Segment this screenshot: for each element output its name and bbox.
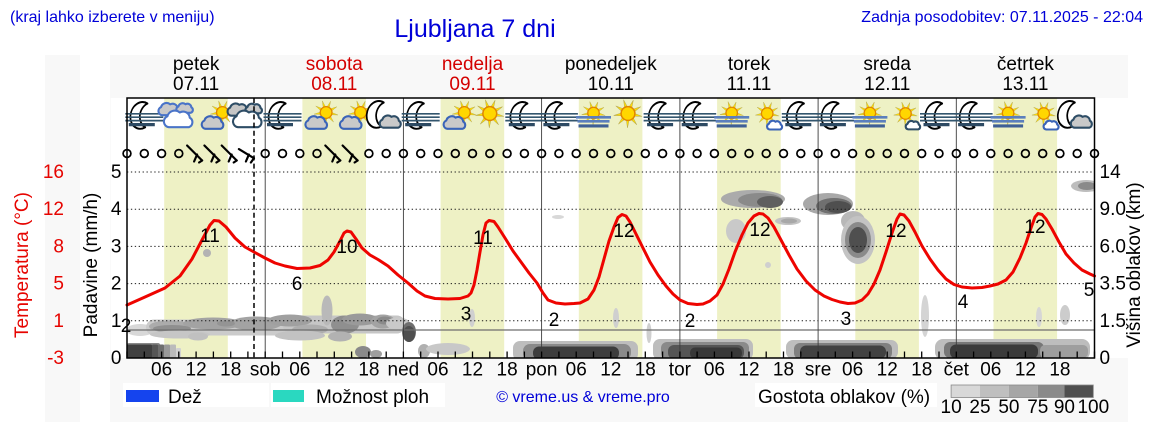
- svg-text:petek: petek: [173, 54, 220, 75]
- svg-text:18: 18: [1049, 360, 1070, 381]
- svg-text:tor: tor: [669, 360, 692, 381]
- svg-text:6: 6: [292, 274, 303, 295]
- svg-text:12: 12: [462, 360, 483, 381]
- svg-text:torek: torek: [728, 54, 771, 75]
- svg-text:12: 12: [324, 360, 345, 381]
- svg-text:1: 1: [111, 311, 122, 332]
- svg-text:25: 25: [969, 397, 990, 418]
- svg-text:12: 12: [885, 221, 906, 242]
- svg-text:6.0: 6.0: [1100, 236, 1126, 257]
- svg-text:5: 5: [53, 274, 64, 295]
- svg-text:11: 11: [473, 228, 493, 249]
- svg-text:sob: sob: [250, 360, 281, 381]
- svg-text:12: 12: [877, 360, 898, 381]
- svg-text:12: 12: [600, 360, 621, 381]
- svg-text:Padavine (mm/h): Padavine (mm/h): [81, 193, 102, 338]
- svg-text:90: 90: [1054, 397, 1075, 418]
- svg-text:11.11: 11.11: [727, 74, 772, 95]
- svg-text:11: 11: [200, 226, 220, 247]
- svg-text:4: 4: [111, 199, 122, 220]
- svg-text:14: 14: [1100, 162, 1122, 183]
- svg-text:100: 100: [1077, 397, 1109, 418]
- svg-text:nedelja: nedelja: [442, 54, 504, 75]
- svg-text:8: 8: [53, 236, 64, 257]
- svg-text:12: 12: [186, 360, 207, 381]
- svg-text:Gostota oblakov (%): Gostota oblakov (%): [758, 387, 930, 408]
- svg-text:1.5: 1.5: [1100, 311, 1126, 332]
- svg-text:sre: sre: [805, 360, 831, 381]
- svg-text:3: 3: [841, 309, 852, 330]
- svg-text:18: 18: [497, 360, 518, 381]
- svg-text:čet: čet: [944, 360, 970, 381]
- svg-text:10: 10: [336, 237, 357, 258]
- svg-text:Višina oblakov (km): Višina oblakov (km): [1124, 182, 1145, 347]
- svg-text:2: 2: [111, 274, 122, 295]
- svg-text:0: 0: [1100, 348, 1111, 369]
- svg-text:12: 12: [738, 360, 759, 381]
- svg-text:2: 2: [121, 316, 132, 337]
- svg-text:1: 1: [53, 311, 64, 332]
- svg-text:06: 06: [980, 360, 1001, 381]
- svg-text:2: 2: [685, 311, 696, 332]
- svg-text:5: 5: [111, 162, 122, 183]
- svg-text:ponedeljek: ponedeljek: [565, 54, 657, 75]
- svg-text:12: 12: [613, 221, 634, 242]
- svg-text:pon: pon: [526, 360, 558, 381]
- svg-text:3.5: 3.5: [1100, 274, 1126, 295]
- svg-text:06: 06: [842, 360, 863, 381]
- svg-text:0: 0: [111, 348, 122, 369]
- svg-text:06: 06: [151, 360, 172, 381]
- svg-text:18: 18: [220, 360, 241, 381]
- svg-text:(kraj lahko izberete v meniju): (kraj lahko izberete v meniju): [10, 9, 215, 26]
- svg-text:12: 12: [1015, 360, 1036, 381]
- svg-text:Dež: Dež: [168, 387, 202, 408]
- svg-text:06: 06: [566, 360, 587, 381]
- svg-text:© vreme.us & vreme.pro: © vreme.us & vreme.pro: [496, 389, 670, 406]
- svg-text:5: 5: [1084, 280, 1095, 301]
- svg-text:06: 06: [289, 360, 310, 381]
- svg-text:10.11: 10.11: [588, 74, 634, 95]
- svg-text:18: 18: [911, 360, 932, 381]
- svg-text:50: 50: [998, 397, 1019, 418]
- svg-text:ned: ned: [388, 360, 420, 381]
- svg-text:12: 12: [43, 199, 64, 220]
- svg-text:18: 18: [358, 360, 379, 381]
- svg-text:07.11: 07.11: [173, 74, 219, 95]
- svg-text:12: 12: [1024, 217, 1045, 238]
- svg-text:06: 06: [704, 360, 725, 381]
- svg-text:9.0: 9.0: [1100, 199, 1126, 220]
- svg-text:Temperatura (°C): Temperatura (°C): [12, 192, 33, 338]
- svg-text:Ljubljana 7 dni: Ljubljana 7 dni: [394, 15, 555, 43]
- svg-text:četrtek: četrtek: [997, 54, 1055, 75]
- svg-text:13.11: 13.11: [1002, 74, 1048, 95]
- svg-text:18: 18: [635, 360, 656, 381]
- svg-text:16: 16: [43, 162, 64, 183]
- svg-text:10: 10: [941, 397, 962, 418]
- svg-text:06: 06: [427, 360, 448, 381]
- svg-text:08.11: 08.11: [311, 74, 357, 95]
- svg-text:75: 75: [1027, 397, 1048, 418]
- svg-text:3: 3: [461, 304, 472, 325]
- svg-text:12: 12: [749, 220, 770, 241]
- svg-text:sobota: sobota: [306, 54, 363, 75]
- svg-text:-3: -3: [47, 348, 64, 369]
- svg-text:sreda: sreda: [863, 54, 911, 75]
- svg-text:2: 2: [549, 310, 560, 331]
- svg-text:18: 18: [773, 360, 794, 381]
- svg-text:Zadnja posodobitev: 07.11.2025: Zadnja posodobitev: 07.11.2025 - 22:04: [861, 9, 1143, 26]
- svg-text:12.11: 12.11: [864, 74, 910, 95]
- svg-text:Možnost ploh: Možnost ploh: [316, 387, 429, 408]
- svg-text:09.11: 09.11: [449, 74, 495, 95]
- svg-text:3: 3: [111, 236, 122, 257]
- svg-text:4: 4: [958, 292, 969, 313]
